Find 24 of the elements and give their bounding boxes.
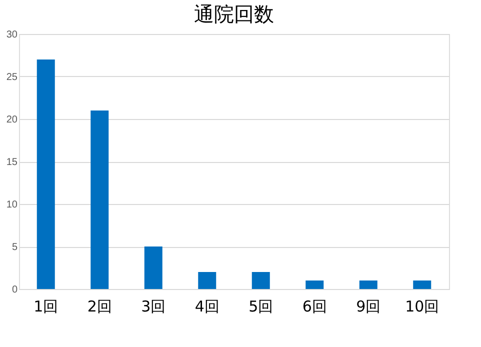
x-tick-label: 2回: [87, 298, 112, 316]
x-tick-label: 9回: [356, 298, 381, 316]
y-tick-label: 5: [12, 242, 18, 253]
bar: [144, 246, 162, 289]
bar: [198, 272, 216, 289]
bar: [36, 60, 55, 289]
bar: [359, 280, 378, 289]
y-tick-label: 15: [6, 157, 18, 168]
x-tick-label: 1回: [34, 298, 58, 316]
y-tick-label: 0: [12, 284, 18, 296]
x-tick-label: 5回: [248, 298, 274, 316]
y-tick-label: 25: [6, 72, 18, 83]
y-tick-label: 10: [6, 200, 18, 210]
y-tick-label: 20: [6, 114, 18, 126]
x-tick-label: 4回: [194, 298, 220, 316]
bar: [252, 272, 270, 289]
y-tick-label: 30: [6, 30, 18, 40]
x-tick-label: 6回: [302, 298, 327, 316]
bar: [413, 280, 432, 289]
x-tick-label: 3回: [141, 298, 166, 316]
chart-title: 通院回数: [194, 2, 274, 26]
x-tick-label: 10回: [405, 298, 440, 316]
bar: [90, 110, 109, 289]
bar: [306, 280, 324, 289]
